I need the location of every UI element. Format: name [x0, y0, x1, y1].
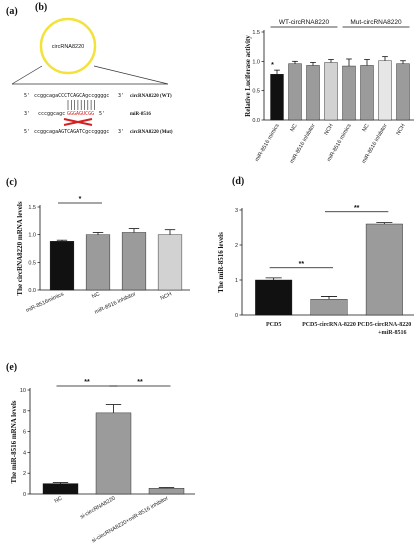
bar	[306, 65, 320, 121]
y-tick-label: 0.0	[252, 118, 260, 124]
bar	[270, 74, 284, 121]
group-label: WT-circRNA8220	[279, 19, 330, 26]
seq-mut: ccggcagaAGTCAGATCgccggggc	[34, 129, 109, 135]
bar	[378, 60, 392, 121]
panel-a-label: (a)	[6, 6, 18, 17]
x-tick-label: PCD5-circRNA-8220	[357, 322, 411, 328]
panel-a-sequence-diagram: (a) circRNA8220 5' ccggcagaCCCTCAGCAgccg…	[6, 6, 173, 135]
y-tick-label: 0	[23, 492, 26, 498]
seq-mut-name: circRNA8220 (Mut)	[130, 130, 173, 135]
bar	[85, 234, 111, 291]
bar	[148, 488, 185, 495]
significance-label: **	[299, 261, 305, 268]
x-tick-label: si-ciecRNA8220	[79, 496, 116, 521]
bar	[288, 63, 302, 121]
seq-wt-prefix: 5'	[24, 93, 30, 99]
chart-c-circrna-levels: (c) 0.0 0.5 1.0 1.5 The circRNA8220 mRNA leve…	[6, 177, 190, 316]
panel-e-label: (e)	[6, 362, 17, 373]
seq-wt: ccggcagaCCCTCAGCAgccggggc	[34, 93, 109, 99]
panel-c-label: (c)	[6, 177, 17, 188]
seq-mut-suffix: 3'	[118, 129, 124, 135]
x-tick-label: PCD5	[266, 322, 281, 328]
seq-mir-suffix: 5'	[99, 111, 105, 117]
seq-wt-suffix: 3'	[118, 93, 124, 99]
x-tick-label: NCH	[324, 123, 335, 136]
mutation-cross-icon	[63, 118, 93, 126]
base-pairing-lines	[67, 100, 95, 110]
y-axis-label: The miR-8516 mRNA levels	[10, 400, 18, 483]
bar	[324, 62, 338, 121]
y-tick-label: 1.5	[28, 205, 36, 211]
panel-d-label: (d)	[232, 176, 244, 187]
bar	[365, 223, 403, 316]
y-tick-label: 0	[235, 313, 238, 319]
y-tick-label: 10	[20, 388, 26, 394]
significance-label: **	[84, 379, 90, 386]
x-tick-label-line2: +miR-8516	[378, 330, 406, 336]
y-tick-label: 1.0	[28, 233, 36, 239]
y-tick-label: 6	[23, 430, 26, 436]
significance-label: *	[79, 196, 82, 203]
bar	[157, 234, 183, 291]
seq-mir-left: cccggcagc	[38, 111, 65, 117]
y-tick-label: 1.0	[252, 59, 260, 65]
y-tick-label: 3	[235, 208, 238, 214]
bar	[310, 299, 348, 316]
y-tick-label: 2	[23, 471, 26, 477]
y-axis-label: The circRNA8220 mRNA levels	[16, 201, 24, 295]
seq-mir-seed: GGGAGUCGG	[67, 111, 94, 117]
y-tick-label: 4	[23, 450, 26, 456]
seq-mir-prefix: 3'	[24, 111, 30, 117]
y-tick-label: 8	[23, 409, 26, 415]
y-tick-label: 0.0	[28, 288, 36, 294]
bar	[49, 241, 75, 291]
zoom-line-left	[11, 65, 43, 85]
panel-b-label: (b)	[35, 2, 47, 13]
bar	[342, 65, 356, 121]
x-tick-label: NCH	[396, 123, 407, 136]
x-tick-label: NC	[91, 291, 101, 300]
circrna-circle-label: circRNA8220	[52, 44, 84, 50]
y-tick-label: 0.5	[28, 260, 36, 266]
significance-label: **	[354, 205, 360, 212]
x-tick-label: PCD5-circRNA-8220	[302, 322, 356, 328]
x-tick-label: NC	[290, 123, 299, 133]
y-axis-label: Relative Luciferase activity	[244, 35, 252, 117]
significance-label: **	[137, 379, 143, 386]
x-tick-label: miR-8516mimics	[25, 291, 65, 314]
seq-mut-prefix: 5'	[24, 129, 30, 135]
zoom-line-right	[93, 65, 169, 85]
y-tick-label: 2	[235, 243, 238, 249]
bar	[42, 483, 79, 495]
chart-d-mir-levels: (d) 0 1 2 3 The miR-8516 levels PCD5 PCD5-circR…	[217, 176, 414, 336]
circrna-circle	[39, 17, 97, 75]
x-tick-label: NC	[362, 123, 371, 133]
bar	[255, 279, 293, 316]
seq-mir-name: miR-8516	[130, 112, 151, 117]
x-tick-label: miR-8516 inhibitor	[94, 291, 137, 315]
seq-wt-name: circRNA8220 (WT)	[130, 94, 172, 99]
y-axis-label: The miR-8516 levels	[217, 232, 225, 293]
y-tick-label: 0.5	[252, 89, 260, 95]
bar	[95, 412, 132, 495]
significance-star: *	[271, 62, 274, 69]
group-label: Mut-circRNA8220	[350, 19, 402, 26]
x-tick-label: miR-8516 mimics	[254, 123, 281, 163]
y-tick-label: 1.5	[252, 30, 260, 36]
y-tick-label: 1	[235, 278, 238, 284]
x-tick-label: NCH	[160, 291, 173, 301]
bar	[121, 232, 147, 291]
x-tick-label: NC	[54, 496, 64, 505]
bar	[396, 63, 410, 121]
bar	[360, 65, 374, 121]
